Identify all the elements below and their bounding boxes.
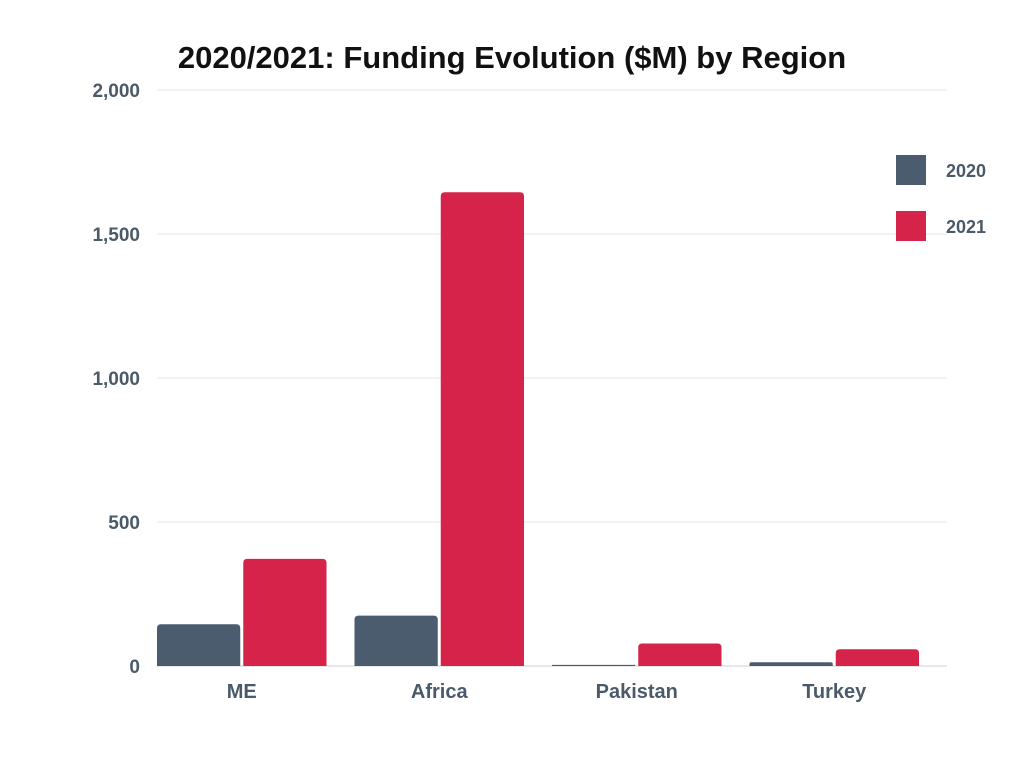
bar-2021-turkey (835, 649, 919, 666)
y-axis-ticks: 0 500 1,000 1,500 2,000 (92, 81, 140, 678)
bars (157, 192, 919, 667)
bar-2021-me (243, 558, 327, 666)
bar-2021-pakistan (638, 643, 722, 666)
bar-2020-pakistan (552, 664, 636, 666)
x-tick-label: Turkey (802, 681, 867, 703)
x-tick-label: ME (227, 681, 257, 703)
y-tick-label: 500 (108, 513, 140, 534)
x-tick-label: Pakistan (596, 681, 678, 703)
legend-label: 2021 (946, 217, 986, 237)
bar-2020-africa (354, 615, 438, 666)
y-tick-label: 2,000 (92, 81, 140, 102)
bar-2021-africa (440, 192, 524, 667)
bar-2020-turkey (749, 662, 833, 666)
legend-label: 2020 (946, 161, 986, 181)
y-tick-label: 0 (129, 657, 140, 678)
legend: 2020 2021 (896, 155, 986, 241)
x-tick-label: Africa (411, 681, 469, 703)
y-tick-label: 1,000 (92, 369, 140, 390)
bar-2020-me (157, 624, 241, 666)
legend-swatch-2020 (896, 155, 926, 185)
legend-swatch-2021 (896, 211, 926, 241)
y-tick-label: 1,500 (92, 225, 140, 246)
x-axis-labels: ME Africa Pakistan Turkey (227, 681, 867, 703)
chart-title: 2020/2021: Funding Evolution ($M) by Reg… (178, 40, 846, 75)
